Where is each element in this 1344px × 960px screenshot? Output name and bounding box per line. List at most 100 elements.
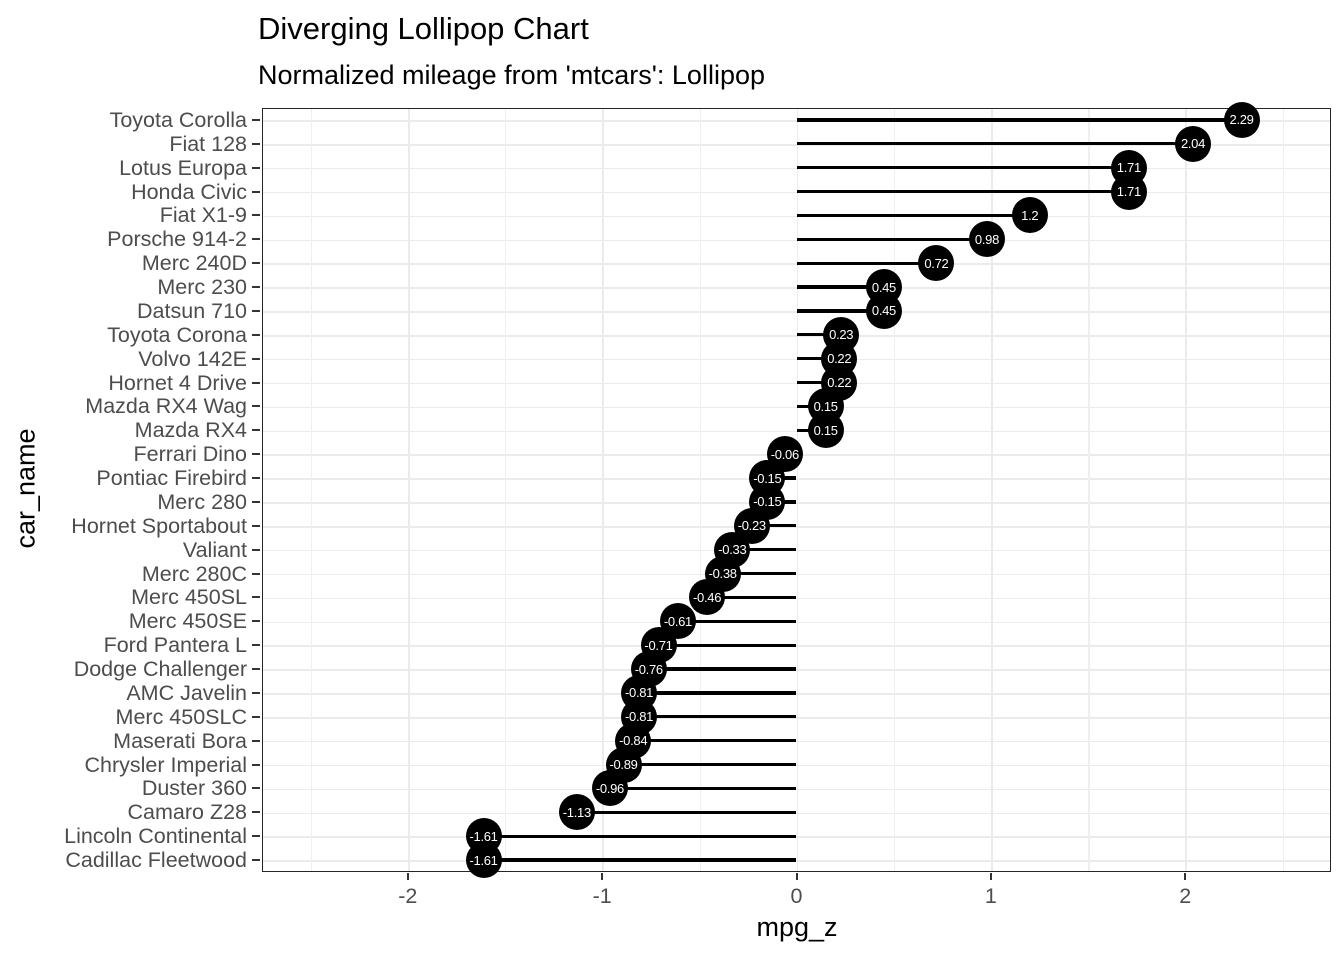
y-axis-tick [252, 548, 260, 551]
y-axis-tick [252, 453, 260, 456]
lollipop-stem [483, 834, 797, 838]
lollipop-dot: -0.61 [659, 603, 696, 640]
gridline-vertical-major [407, 109, 410, 871]
y-axis-label: Ferrari Dino [133, 442, 248, 467]
gridline-horizontal [263, 669, 1330, 671]
y-axis-label: Maserati Bora [113, 728, 247, 753]
y-axis-tick [252, 381, 260, 384]
y-axis-label: Merc 240D [141, 251, 247, 276]
y-axis-label: Toyota Corona [107, 322, 247, 347]
lollipop-stem [751, 524, 797, 528]
lollipop-stem [609, 786, 797, 791]
plot-panel [262, 108, 1331, 872]
lollipop-dot: -0.46 [689, 579, 726, 616]
y-axis-tick [252, 668, 260, 671]
y-axis-tick [252, 286, 260, 289]
gridline-horizontal [263, 717, 1330, 719]
y-axis-label: Chrysler Imperial [84, 752, 247, 777]
x-axis-tick [795, 873, 798, 880]
lollipop-dot: -1.61 [465, 842, 502, 879]
x-axis-title: mpg_z [756, 912, 838, 942]
gridline-vertical-minor [1282, 109, 1284, 871]
gridline-vertical-minor [1088, 109, 1090, 871]
x-axis-tick [601, 873, 604, 880]
y-axis-tick [252, 118, 260, 121]
y-axis-label: Merc 280 [157, 489, 247, 514]
lollipop-dot: -0.38 [704, 555, 741, 592]
x-axis-label: -2 [398, 884, 418, 908]
y-axis-tick [252, 357, 260, 360]
y-axis-label: Merc 280C [141, 561, 247, 586]
lollipop-dot: 2.29 [1223, 101, 1260, 138]
chart-title: Diverging Lollipop Chart [258, 11, 589, 46]
y-axis-label: Pontiac Firebird [96, 466, 247, 491]
gridline-horizontal [263, 549, 1330, 552]
lollipop-stem [796, 380, 840, 385]
lollipop-stem [796, 118, 1242, 122]
y-axis-tick [252, 524, 260, 527]
y-axis-tick [252, 238, 260, 241]
y-axis-tick [252, 500, 260, 503]
gridline-vertical-minor [311, 109, 313, 871]
gridline-vertical-minor [894, 109, 896, 871]
lollipop-stem [722, 571, 797, 576]
y-axis-label: Datsun 710 [137, 298, 247, 323]
y-axis-tick [252, 763, 260, 766]
y-axis-label: Lotus Europa [119, 155, 247, 180]
lollipop-dot: -0.23 [733, 507, 770, 544]
y-axis-tick [252, 429, 260, 432]
y-axis-tick [252, 739, 260, 742]
lollipop-stem [796, 333, 842, 337]
y-axis-tick [252, 477, 260, 480]
lollipop-stem [658, 643, 797, 647]
y-axis-tick [252, 715, 260, 718]
x-axis-label: -1 [592, 884, 612, 908]
gridline-horizontal [263, 812, 1330, 815]
y-axis-tick [252, 644, 260, 647]
y-axis-label: Porsche 914-2 [107, 227, 247, 252]
lollipop-stem [796, 261, 937, 265]
lollipop-dot: 2.04 [1175, 125, 1211, 162]
lollipop-stem [796, 357, 840, 361]
gridline-vertical-major [796, 109, 799, 871]
lollipop-stem [796, 285, 884, 289]
lollipop-stem [796, 237, 987, 241]
gridline-horizontal [263, 740, 1330, 743]
lollipop-stem [677, 619, 797, 623]
y-axis-tick [252, 190, 260, 193]
y-axis-tick [252, 787, 260, 790]
gridline-horizontal [263, 860, 1330, 862]
y-axis-label: Fiat 128 [169, 131, 247, 156]
gridline-horizontal [263, 526, 1330, 528]
x-axis-label: 2 [1179, 884, 1192, 908]
y-axis-tick [252, 262, 260, 265]
y-axis-tick [252, 691, 260, 694]
y-axis-label: AMC Javelin [126, 680, 247, 705]
lollipop-stem [796, 166, 1129, 170]
y-axis-label: Duster 360 [141, 776, 247, 801]
y-axis-label: Cadillac Fleetwood [65, 848, 247, 873]
y-axis-tick [252, 572, 260, 575]
y-axis-tick [252, 405, 260, 408]
y-axis-tick [252, 166, 260, 169]
lollipop-stem [732, 548, 797, 552]
y-axis-tick [252, 309, 260, 312]
y-axis-tick [252, 333, 260, 336]
lollipop-dot: 0.98 [968, 221, 1005, 258]
y-axis-label: Merc 450SLC [115, 704, 247, 729]
gridline-vertical-major [991, 109, 993, 871]
gridline-vertical-major [1185, 109, 1188, 871]
x-axis-tick [406, 873, 409, 880]
gridline-horizontal [263, 502, 1330, 504]
lollipop-dot: 1.2 [1011, 197, 1048, 234]
chart-subtitle: Normalized mileage from 'mtcars': Lollip… [258, 60, 765, 90]
lollipop-stem [796, 213, 1030, 218]
gridline-vertical-minor [505, 109, 507, 871]
y-axis-label: Fiat X1-9 [159, 203, 247, 228]
gridline-horizontal [263, 645, 1330, 647]
lollipop-stem [796, 142, 1193, 146]
lollipop-dot: 0.72 [918, 245, 955, 282]
lollipop-stem [576, 810, 797, 814]
x-axis-tick [1184, 873, 1187, 880]
